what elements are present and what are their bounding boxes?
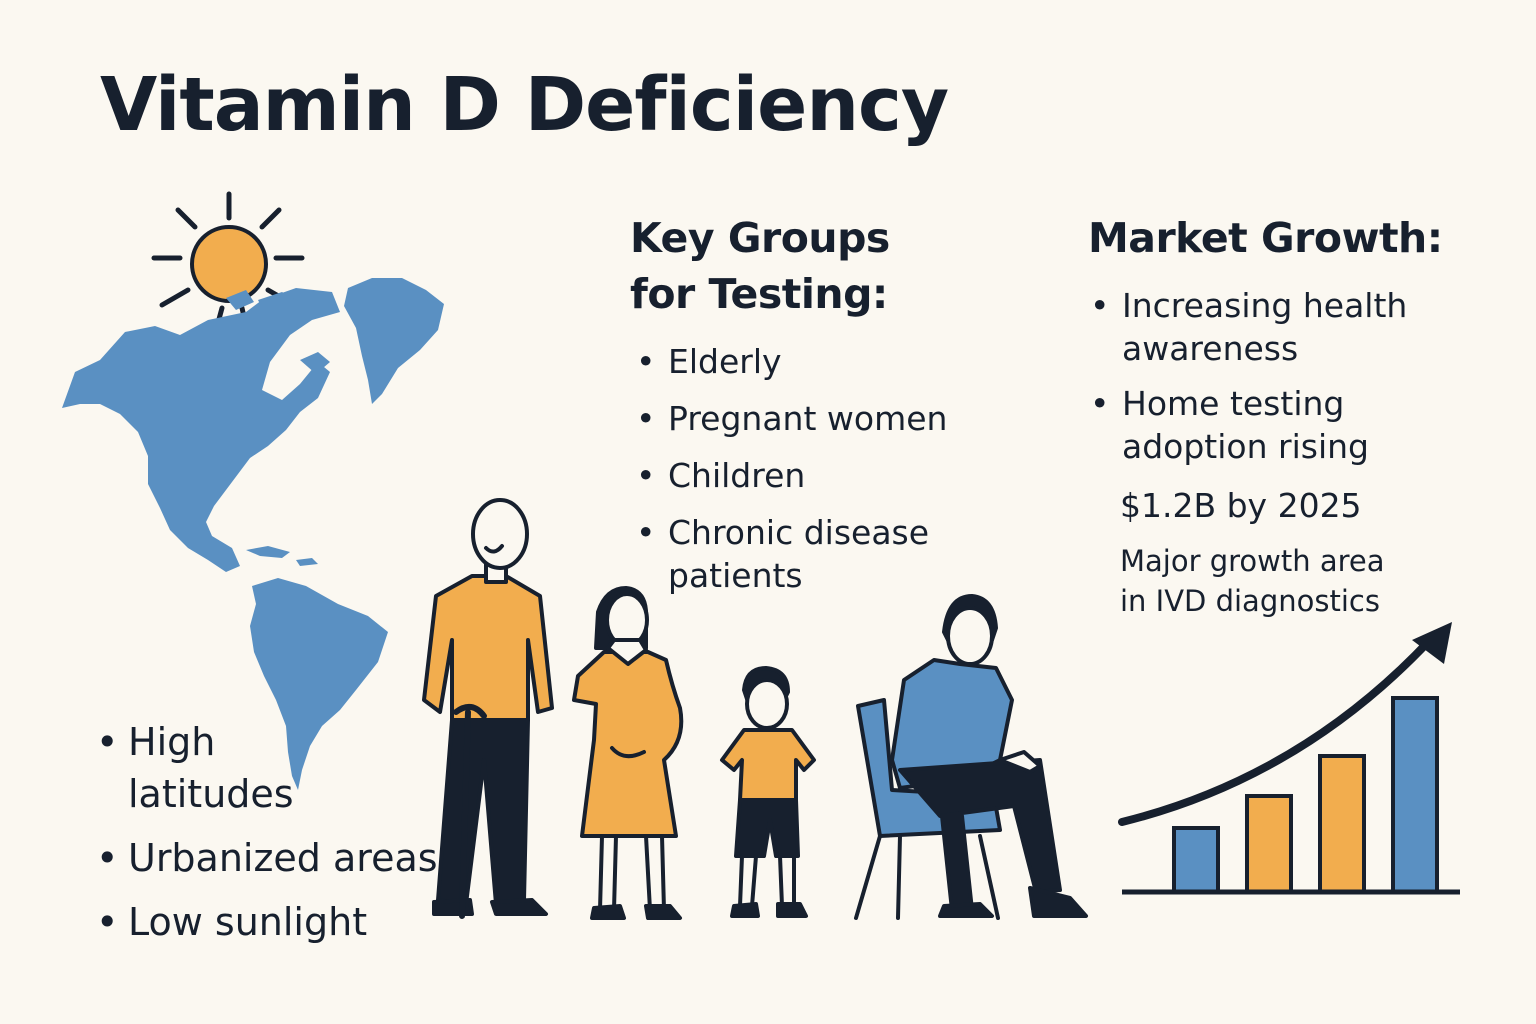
list-item: Chronic disease patients (632, 511, 958, 597)
key-groups-list: Elderly Pregnant women Children Chronic … (632, 340, 972, 611)
chart-bar-1 (1172, 826, 1220, 894)
key-groups-heading-line2: for Testing: (630, 270, 888, 318)
key-groups-heading: Key Groups for Testing: (630, 210, 890, 322)
list-item: High latitudes (92, 716, 318, 820)
americas-map-icon (62, 278, 444, 790)
seated-man-icon (854, 594, 1088, 920)
growth-chart-icon (1122, 696, 1460, 895)
market-value: $1.2B by 2025 (1120, 486, 1362, 525)
market-note-line1: Major growth area (1120, 544, 1385, 578)
trend-arrow-icon (1118, 622, 1452, 826)
chart-bar-4 (1391, 696, 1439, 894)
child-icon (720, 666, 816, 918)
market-note-line2: in IVD diagnostics (1120, 584, 1380, 618)
list-item: Urbanized areas (92, 832, 472, 884)
list-item: Children (632, 454, 972, 497)
list-item: Increasing health awareness (1086, 284, 1442, 370)
pregnant-woman-icon (572, 586, 684, 920)
key-groups-heading-line1: Key Groups (630, 214, 890, 262)
market-growth-list: Increasing health awareness Home testing… (1086, 284, 1436, 480)
page-title: Vitamin D Deficiency (100, 62, 949, 148)
list-item: Low sunlight (92, 896, 472, 948)
chart-bar-3 (1318, 754, 1366, 894)
list-item: Home testing adoption rising (1086, 382, 1422, 468)
market-growth-heading: Market Growth: (1088, 214, 1443, 262)
list-item: Elderly (632, 340, 972, 383)
market-note: Major growth area in IVD diagnostics (1120, 541, 1385, 621)
risk-regions-list: High latitudes Urbanized areas Low sunli… (92, 716, 472, 960)
chart-bar-2 (1245, 794, 1293, 894)
list-item: Pregnant women (632, 397, 972, 440)
